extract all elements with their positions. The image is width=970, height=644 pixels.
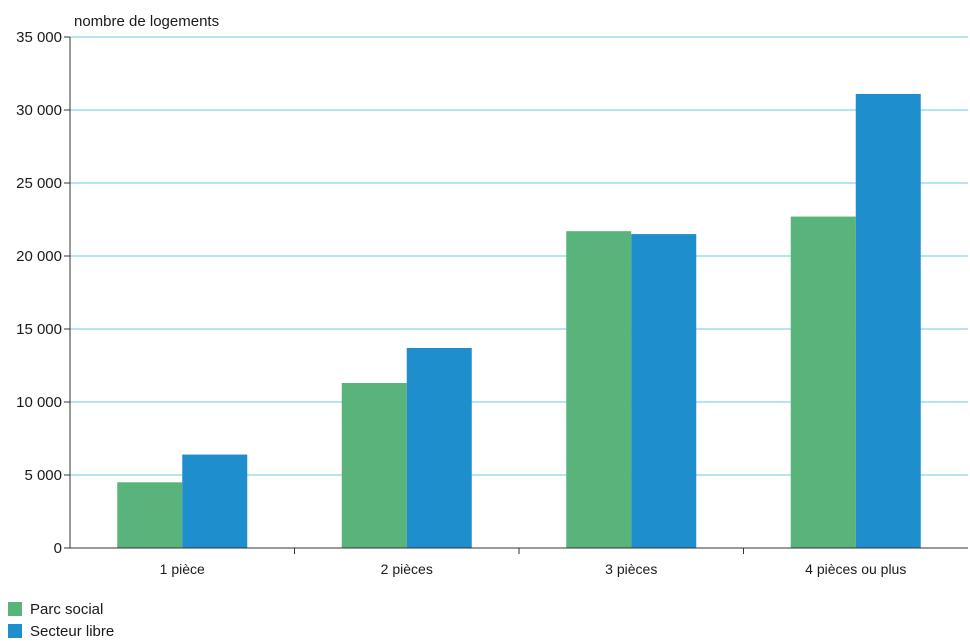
bar-parc-social-1 — [117, 482, 183, 548]
x-axis: 1 pièce 2 pièces 3 pièces 4 pièces ou plus — [70, 547, 968, 577]
y-axis: 0 5 000 10 000 15 000 20 000 25 000 30 000 35 0… — [16, 29, 71, 557]
bar-parc-social-2 — [341, 383, 407, 548]
x-tick-label: 4 pièces ou plus — [805, 561, 906, 577]
y-tick-label: 15 000 — [16, 321, 62, 338]
legend-swatch-parc-social — [8, 602, 22, 616]
bar-chart: 0 5 000 10 000 15 000 20 000 25 000 30 000 35 0… — [16, 13, 968, 577]
legend: Parc social Secteur libre — [8, 598, 114, 642]
legend-item-parc-social: Parc social — [8, 598, 114, 620]
bar-secteur-libre-4 — [855, 93, 921, 548]
bar-secteur-libre-3 — [631, 234, 697, 548]
y-tick-label: 20 000 — [16, 248, 62, 265]
legend-item-secteur-libre: Secteur libre — [8, 620, 114, 642]
bar-parc-social-4 — [790, 216, 856, 548]
y-tick-label: 25 000 — [16, 175, 62, 192]
y-axis-label: nombre de logements — [74, 13, 219, 30]
legend-label-secteur-libre: Secteur libre — [30, 622, 115, 640]
y-tick-label: 30 000 — [16, 102, 62, 119]
y-tick-label: 0 — [54, 540, 62, 557]
x-tick-label: 1 pièce — [160, 561, 205, 577]
legend-swatch-secteur-libre — [8, 624, 22, 638]
y-tick-label: 10 000 — [16, 394, 62, 411]
y-tick-label: 35 000 — [16, 29, 62, 46]
bar-secteur-libre-1 — [182, 454, 248, 548]
legend-label-parc-social: Parc social — [30, 600, 104, 618]
bar-secteur-libre-2 — [406, 347, 472, 548]
x-tick-label: 3 pièces — [605, 561, 657, 577]
grid-lines — [70, 36, 968, 476]
y-tick-label: 5 000 — [24, 467, 62, 484]
x-tick-label: 2 pièces — [381, 561, 433, 577]
bar-parc-social-3 — [566, 231, 632, 548]
bars — [117, 93, 921, 548]
